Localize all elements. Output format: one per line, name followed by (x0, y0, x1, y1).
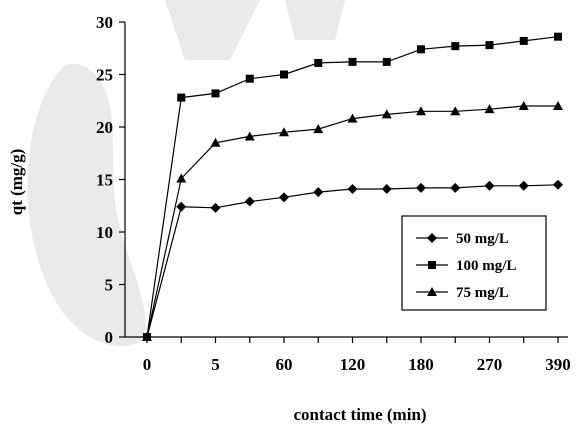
data-point-triangle (244, 131, 255, 141)
legend-label: 100 mg/L (456, 258, 516, 274)
data-point-triangle (347, 113, 358, 123)
x-tick-label: 180 (408, 355, 434, 374)
data-point-triangle (416, 106, 426, 116)
data-point-triangle (142, 332, 152, 341)
legend-label: 50 mg/L (456, 231, 509, 247)
legend-marker-diamond (427, 233, 437, 243)
y-tick-label: 5 (105, 276, 114, 295)
data-point-square (451, 42, 460, 51)
data-point-square (348, 57, 357, 66)
data-point-triangle (553, 101, 563, 110)
x-tick-label: 120 (340, 355, 366, 374)
data-point-square (417, 45, 425, 54)
data-point-square (245, 74, 254, 83)
y-tick-label: 25 (96, 66, 113, 85)
data-point-square (519, 36, 528, 45)
x-tick-label: 0 (143, 355, 152, 374)
y-tick-label: 0 (105, 328, 114, 347)
data-point-triangle (210, 137, 221, 147)
data-point-square (211, 89, 220, 98)
data-point-triangle (313, 124, 324, 134)
data-point-square (177, 93, 186, 102)
legend: 50 mg/L 100 mg/L 75 mg/L (401, 215, 547, 311)
y-tick-label: 30 (96, 13, 113, 32)
data-point-diamond (450, 182, 461, 193)
legend-label: 75 mg/L (456, 285, 509, 301)
data-point-diamond (244, 196, 255, 207)
y-axis-title: qt (mg/g) (7, 149, 26, 216)
data-point-diamond (416, 182, 426, 193)
data-point-diamond (313, 187, 324, 198)
axis-ticks: 0 5 10 15 20 25 30 0 5 60 120 180 270 390 (96, 13, 571, 374)
y-tick-label: 15 (96, 171, 113, 190)
data-point-triangle (381, 109, 392, 119)
data-point-triangle (279, 127, 289, 137)
data-point-diamond (553, 179, 563, 190)
y-tick-label: 10 (96, 223, 113, 242)
x-tick-label: 5 (211, 355, 220, 374)
data-point-triangle (518, 101, 529, 110)
data-point-diamond (176, 201, 187, 212)
data-point-triangle (484, 104, 495, 114)
x-tick-label: 270 (477, 355, 503, 374)
legend-marker-triangle (427, 287, 437, 296)
data-point-diamond (381, 183, 392, 194)
legend-marker-square (428, 261, 436, 269)
data-point-diamond (347, 183, 358, 194)
data-point-diamond (279, 192, 289, 203)
data-point-square (554, 32, 562, 41)
data-point-diamond (484, 180, 495, 191)
data-point-triangle (176, 173, 187, 183)
data-point-square (280, 70, 288, 79)
x-tick-label: 390 (545, 355, 571, 374)
data-point-triangle (450, 106, 461, 116)
data-point-square (485, 41, 494, 50)
data-point-diamond (518, 180, 529, 191)
legend-box (401, 215, 547, 311)
x-tick-label: 60 (276, 355, 293, 374)
x-axis-title: contact time (min) (293, 405, 426, 424)
data-point-diamond (210, 202, 221, 213)
data-point-square (382, 57, 391, 66)
y-tick-label: 20 (96, 118, 113, 137)
data-point-square (314, 58, 323, 67)
watermark (27, 0, 345, 347)
